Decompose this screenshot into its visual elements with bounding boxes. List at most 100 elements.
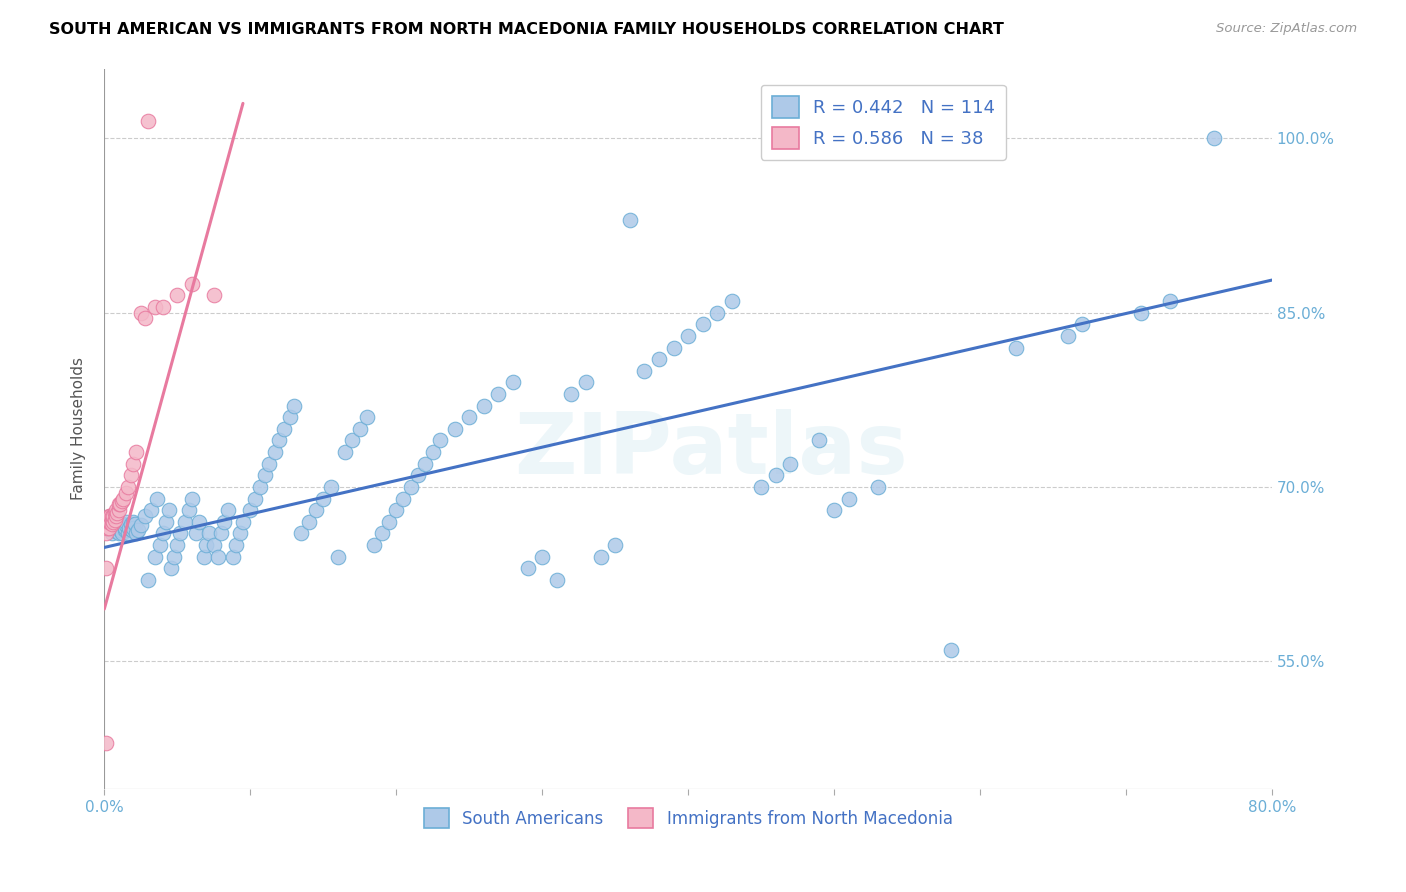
Point (1071, 318, 1094, 332)
Point (239, 503, 262, 517)
Point (124, 517, 146, 532)
Point (163, 549, 186, 564)
Point (232, 515, 254, 529)
Point (108, 503, 131, 517)
Point (1159, 293, 1181, 308)
Point (264, 445, 287, 459)
Point (603, 538, 626, 552)
Point (117, 526, 139, 541)
Point (100, 509, 122, 524)
Point (103, 506, 125, 520)
Point (589, 549, 612, 564)
Point (177, 503, 200, 517)
Point (166, 288, 188, 302)
Point (333, 445, 356, 459)
Point (188, 515, 211, 529)
Point (209, 526, 232, 541)
Point (399, 480, 422, 494)
Point (648, 352, 671, 367)
Point (662, 341, 685, 355)
Point (706, 305, 728, 319)
Point (100, 512, 122, 526)
Point (136, 113, 159, 128)
Point (136, 573, 159, 587)
Point (101, 509, 124, 524)
Point (823, 503, 845, 517)
Point (120, 468, 142, 483)
Point (1129, 305, 1152, 319)
Point (486, 387, 509, 401)
Point (98, 515, 121, 529)
Legend: South Americans, Immigrants from North Macedonia: South Americans, Immigrants from North M… (418, 801, 959, 835)
Point (349, 422, 371, 436)
Point (96, 515, 118, 529)
Point (108, 517, 131, 532)
Point (101, 515, 124, 529)
Point (169, 526, 191, 541)
Point (429, 434, 451, 448)
Point (305, 503, 328, 517)
Point (121, 523, 143, 537)
Point (152, 526, 174, 541)
Point (104, 524, 127, 538)
Point (139, 503, 162, 517)
Point (319, 480, 342, 494)
Point (160, 561, 183, 575)
Point (111, 494, 134, 508)
Point (122, 521, 145, 535)
Point (575, 376, 598, 390)
Point (129, 305, 152, 319)
Point (129, 518, 152, 533)
Point (422, 445, 444, 459)
Point (112, 517, 135, 532)
Point (222, 549, 245, 564)
Point (146, 491, 169, 506)
Point (97, 509, 120, 524)
Point (198, 526, 221, 541)
Point (122, 457, 145, 471)
Point (104, 503, 127, 517)
Point (217, 503, 239, 517)
Point (546, 573, 568, 587)
Point (202, 538, 225, 552)
Point (108, 498, 131, 512)
Point (676, 329, 699, 343)
Point (98, 509, 121, 524)
Point (180, 491, 202, 506)
Point (120, 517, 142, 532)
Point (531, 549, 554, 564)
Point (838, 491, 860, 506)
Point (779, 457, 801, 471)
Point (134, 311, 156, 326)
Point (195, 538, 218, 552)
Point (283, 399, 305, 413)
Point (939, 642, 962, 657)
Point (808, 434, 831, 448)
Point (107, 506, 129, 520)
Point (180, 277, 202, 291)
Point (145, 549, 167, 564)
Point (692, 318, 714, 332)
Point (115, 518, 138, 533)
Point (101, 523, 124, 537)
Point (134, 509, 156, 524)
Point (103, 518, 125, 533)
Point (100, 515, 122, 529)
Point (104, 509, 127, 524)
Point (253, 468, 276, 483)
Point (127, 523, 149, 537)
Point (1005, 341, 1028, 355)
Point (749, 480, 772, 494)
Point (225, 538, 247, 552)
Point (96, 521, 118, 535)
Point (229, 526, 252, 541)
Point (249, 480, 271, 494)
Point (202, 288, 225, 302)
Point (111, 521, 134, 535)
Point (115, 485, 138, 500)
Point (157, 503, 180, 517)
Point (516, 561, 538, 575)
Point (115, 515, 138, 529)
Point (633, 364, 655, 378)
Point (97, 521, 120, 535)
